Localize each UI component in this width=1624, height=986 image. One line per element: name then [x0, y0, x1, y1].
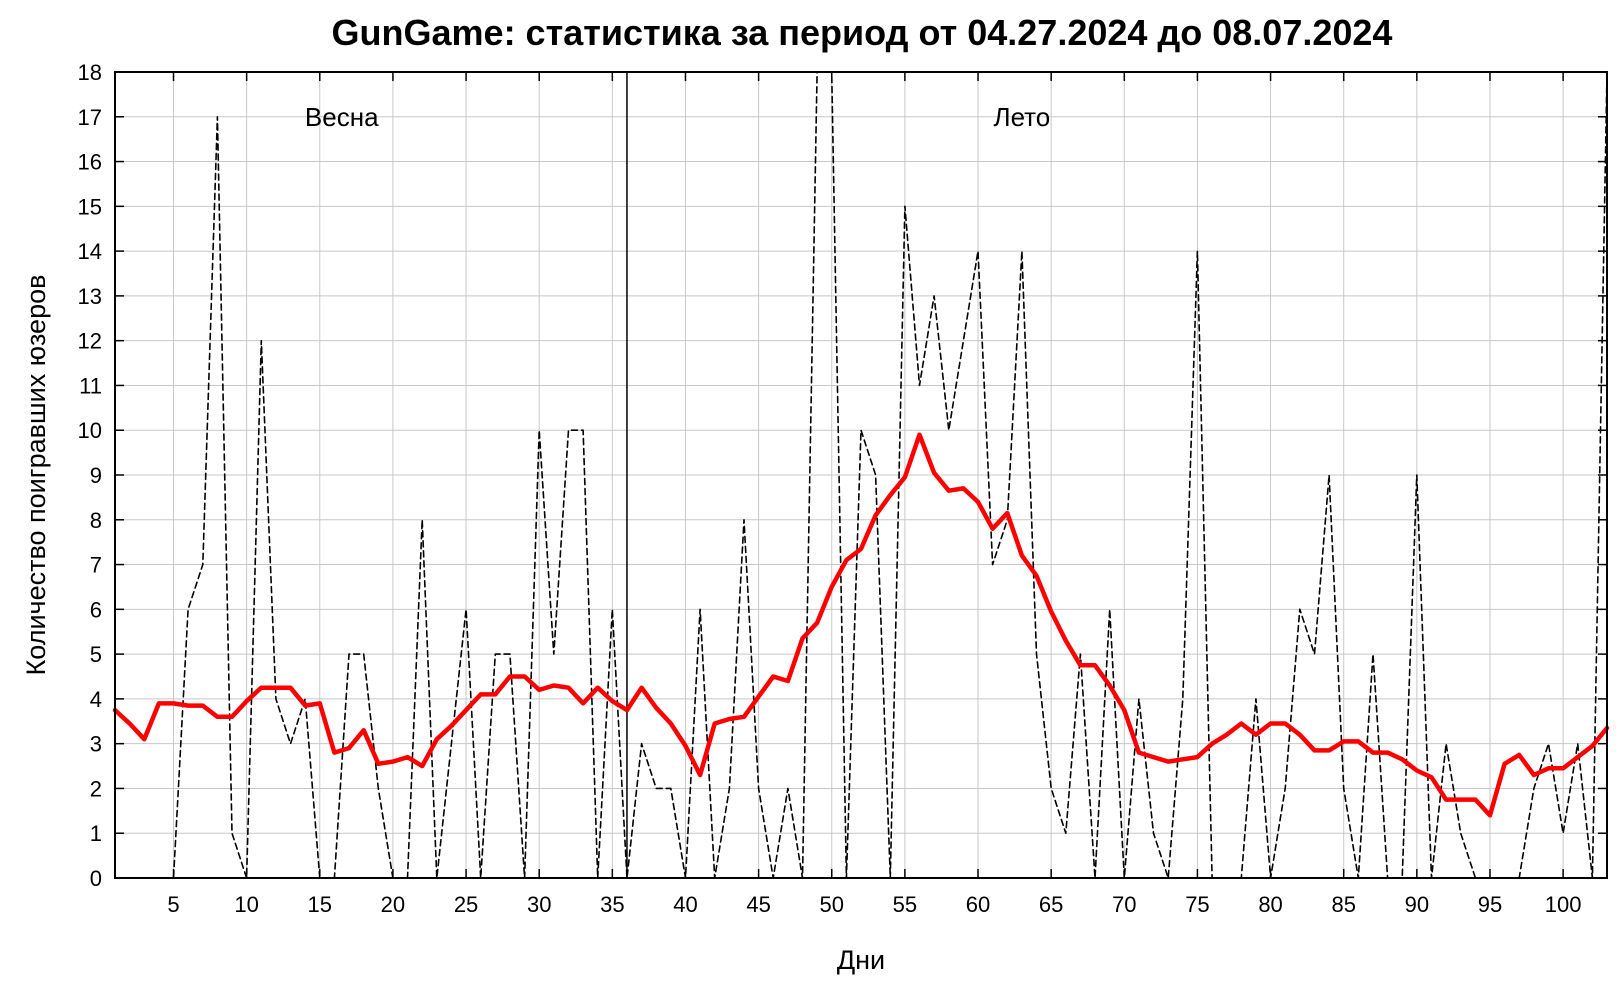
x-tick-label: 35	[600, 892, 624, 917]
y-tick-label: 0	[90, 866, 102, 891]
y-tick-label: 1	[90, 821, 102, 846]
x-tick-label: 65	[1039, 892, 1063, 917]
y-tick-label: 10	[78, 418, 102, 443]
y-tick-label: 13	[78, 284, 102, 309]
grid	[115, 71, 1607, 879]
x-tick-label: 75	[1185, 892, 1209, 917]
y-tick-label: 17	[78, 105, 102, 130]
x-tick-label: 95	[1478, 892, 1502, 917]
x-tick-label: 55	[893, 892, 917, 917]
y-tick-label: 3	[90, 732, 102, 757]
y-tick-label: 14	[78, 239, 102, 264]
y-tick-label: 16	[78, 150, 102, 175]
y-tick-label: 8	[90, 508, 102, 533]
x-tick-label: 10	[234, 892, 258, 917]
chart-title: GunGame: статистика за период от 04.27.2…	[332, 12, 1393, 53]
y-tick-label: 15	[78, 194, 102, 219]
x-axis-label: Дни	[837, 945, 885, 975]
x-tick-label: 90	[1405, 892, 1429, 917]
x-tick-label: 45	[746, 892, 770, 917]
x-tick-label: 50	[820, 892, 844, 917]
y-axis-label: Количество поигравших юзеров	[21, 275, 51, 676]
x-tick-label: 5	[167, 892, 179, 917]
x-tick-label: 15	[308, 892, 332, 917]
x-tick-label: 40	[673, 892, 697, 917]
x-tick-label: 100	[1545, 892, 1582, 917]
x-tick-label: 25	[454, 892, 478, 917]
y-tick-label: 7	[90, 553, 102, 578]
x-tick-label: 20	[381, 892, 405, 917]
y-tick-label: 6	[90, 597, 102, 622]
y-tick-label: 12	[78, 329, 102, 354]
x-tick-label: 30	[527, 892, 551, 917]
x-tick-label: 85	[1331, 892, 1355, 917]
y-tick-label: 18	[78, 60, 102, 85]
y-tick-label: 2	[90, 776, 102, 801]
season-label: Весна	[305, 102, 379, 132]
y-tick-label: 4	[90, 687, 102, 712]
x-tick-label: 70	[1112, 892, 1136, 917]
y-tick-label: 11	[79, 373, 102, 398]
x-tick-label: 60	[966, 892, 990, 917]
axis-ticks: 5 10 15 20 25 30 35 40 45 50 55 60 65 70 75 80 85 90 95 100…	[78, 60, 1607, 917]
series-smoothed-line	[112, 432, 1610, 818]
x-tick-label: 80	[1258, 892, 1282, 917]
season-annotations: Весна Лето	[305, 102, 1050, 132]
y-tick-label: 5	[90, 642, 102, 667]
season-label: Лето	[994, 102, 1051, 132]
y-tick-label: 9	[90, 463, 102, 488]
